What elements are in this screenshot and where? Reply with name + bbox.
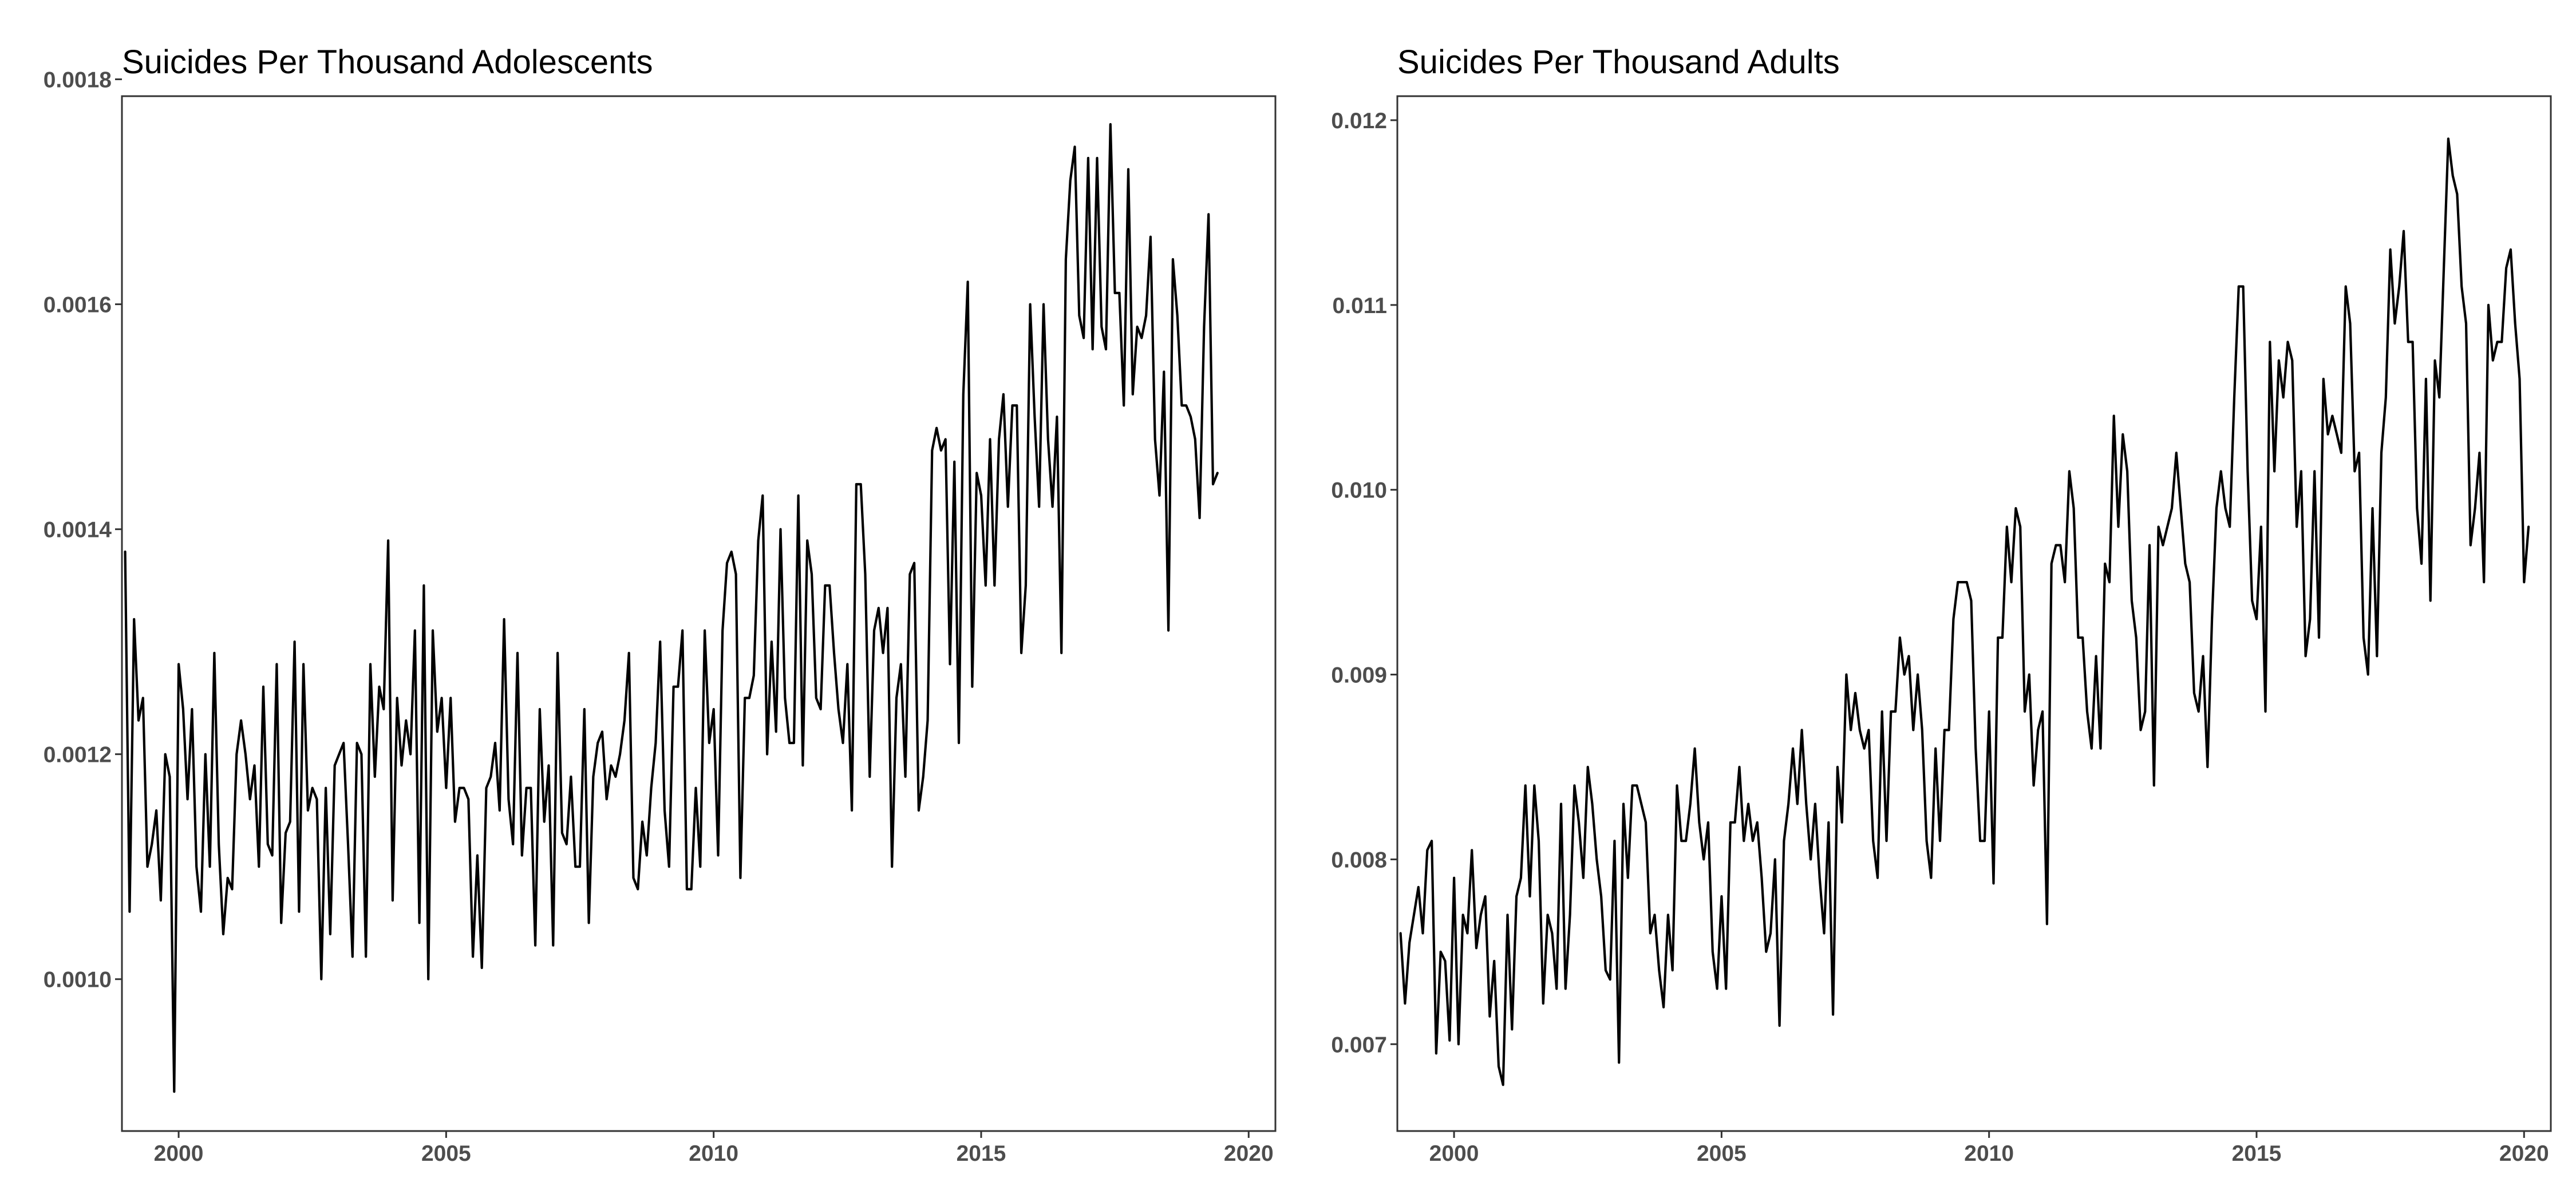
y-tick-label-adults-0: 0.007: [1331, 1033, 1387, 1057]
panel-frame-adolescents: [121, 95, 1277, 1132]
chart-adolescents: Suicides Per Thousand Adolescents 2000 20…: [44, 44, 1277, 1166]
x-tick-label-adults-0: 2000: [1429, 1141, 1479, 1166]
chart-adults: Suicides Per Thousand Adults 2000 2005 201…: [1331, 44, 2552, 1166]
chart-title-adults: Suicides Per Thousand Adults: [1397, 44, 1840, 81]
x-tick-label-adolescents-4: 2020: [1224, 1141, 1274, 1166]
x-tick-label-adolescents-3: 2015: [957, 1141, 1006, 1166]
series-line-adolescents: [124, 123, 1219, 1093]
x-tick-label-adolescents-1: 2005: [421, 1141, 471, 1166]
y-tick-label-adults-2: 0.009: [1331, 663, 1387, 688]
axes-adults: 2000 2005 2010 2015 2020 0.007 0.008 0.009 0.010…: [1331, 109, 2549, 1166]
x-tick-label-adults-2: 2010: [1964, 1141, 2014, 1166]
y-tick-label-adults-5: 0.012: [1331, 109, 1387, 133]
y-tick-label-adolescents-3: 0.0016: [44, 293, 112, 318]
chart-title-adolescents: Suicides Per Thousand Adolescents: [122, 44, 653, 81]
x-tick-label-adolescents-2: 2010: [689, 1141, 738, 1166]
y-tick-label-adolescents-2: 0.0014: [44, 518, 112, 543]
y-tick-label-adults-3: 0.010: [1331, 479, 1387, 503]
panel-frame-adults: [1396, 95, 2552, 1132]
y-tick-label-adolescents-4: 0.0018: [44, 68, 112, 93]
axes-adolescents: 2000 2005 2010 2015 2020 0.0010 0.0012 0.0014 0.…: [44, 68, 1274, 1166]
series-adults: [1399, 137, 2530, 1086]
series-line-adults: [1399, 137, 2530, 1086]
y-tick-label-adults-1: 0.008: [1331, 848, 1387, 872]
x-tick-label-adults-4: 2020: [2499, 1141, 2549, 1166]
x-tick-label-adults-3: 2015: [2232, 1141, 2282, 1166]
y-tick-label-adults-4: 0.011: [1333, 294, 1387, 318]
x-tick-label-adolescents-0: 2000: [154, 1141, 204, 1166]
y-tick-label-adolescents-0: 0.0010: [44, 968, 112, 993]
x-tick-label-adults-1: 2005: [1697, 1141, 1747, 1166]
series-adolescents: [124, 123, 1219, 1093]
y-tick-label-adolescents-1: 0.0012: [44, 743, 112, 768]
